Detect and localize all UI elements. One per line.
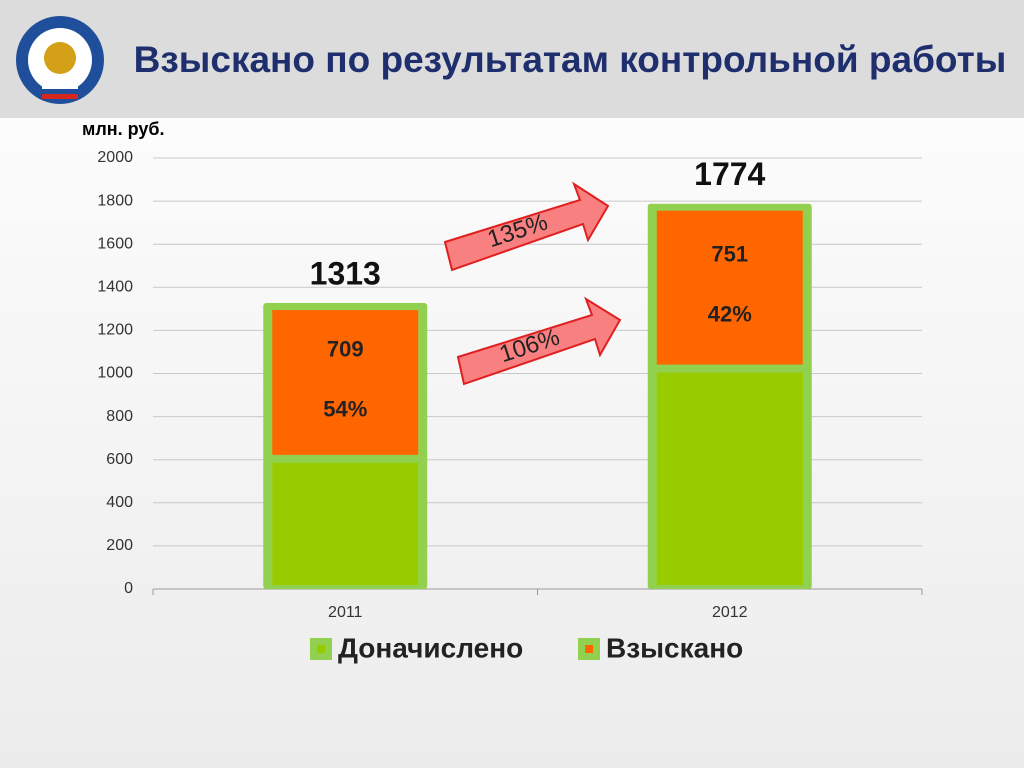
y-tick-label: 1400 xyxy=(97,279,133,296)
percent-label: 42% xyxy=(708,301,752,326)
arrow: 135% xyxy=(443,181,610,272)
bar-segment xyxy=(656,210,803,365)
y-tick-label: 1600 xyxy=(97,235,133,252)
total-label: 1313 xyxy=(310,256,381,292)
x-tick-label: 2011 xyxy=(328,604,363,621)
y-tick-label: 200 xyxy=(106,537,133,554)
x-tick-label: 2012 xyxy=(712,604,748,621)
total-label: 1774 xyxy=(694,156,765,192)
legend-swatch-inner xyxy=(585,645,593,653)
percent-label: 54% xyxy=(323,396,367,421)
y-tick-label: 600 xyxy=(106,451,133,468)
plot: 0 200 400 600 800 1000 1200 1400 1600 1800 2000 201… xyxy=(97,149,923,663)
arrow: 106% xyxy=(456,296,622,386)
chart-title: Взыскано по результатам контрольной рабо… xyxy=(134,39,1007,80)
bar-segment xyxy=(272,462,419,585)
y-tick-label: 800 xyxy=(106,408,133,425)
legend-label: Взыскано xyxy=(606,632,743,663)
y-tick-label: 0 xyxy=(124,580,133,597)
header-band xyxy=(0,0,1024,118)
bar-segment xyxy=(272,310,419,455)
legend-label: Доначислено xyxy=(338,632,523,663)
value-label: 709 xyxy=(327,336,364,361)
bar-segment xyxy=(656,372,803,585)
y-tick-label: 1800 xyxy=(97,192,133,209)
legend-swatch-inner xyxy=(317,645,325,653)
value-label: 751 xyxy=(711,241,748,266)
y-axis-label: млн. руб. xyxy=(82,119,165,139)
y-tick-label: 400 xyxy=(106,494,133,511)
logo xyxy=(16,16,104,104)
y-tick-label: 1200 xyxy=(97,322,133,339)
y-tick-label: 2000 xyxy=(97,149,133,166)
y-tick-label: 1000 xyxy=(97,365,133,382)
